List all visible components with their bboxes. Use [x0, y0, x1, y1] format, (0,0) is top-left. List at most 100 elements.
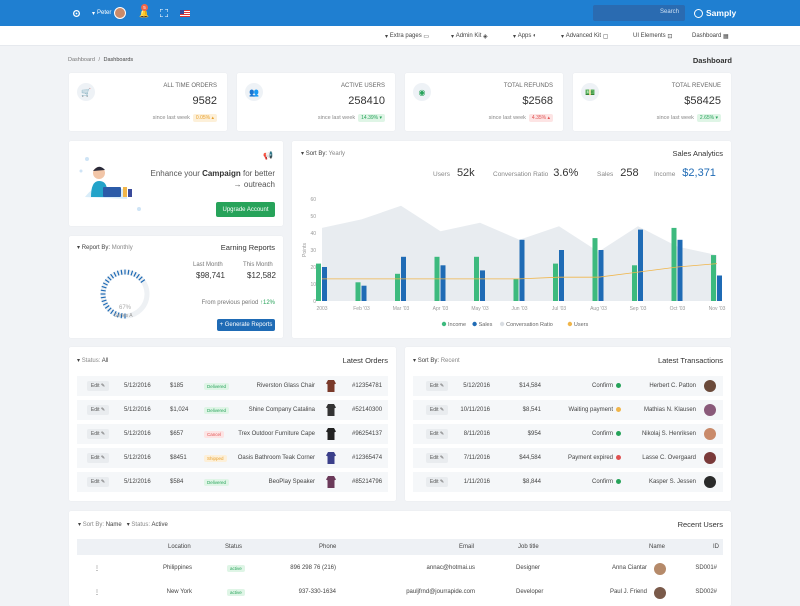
stat-badge: 2.65% ▾: [696, 114, 721, 122]
legend-label: Conversation Ratio: [506, 322, 553, 328]
bar: [677, 239, 683, 301]
order-id[interactable]: #85214796: [352, 479, 383, 485]
legend-dot-icon: [441, 321, 447, 327]
orders-status-filter[interactable]: ▾ Status: All: [77, 358, 109, 364]
user-id: SD002#: [695, 589, 717, 595]
user-job: Developer: [516, 589, 544, 595]
product-thumbnail-icon: [326, 428, 336, 440]
report-filter[interactable]: ▾ Report By: Monthly: [77, 245, 133, 251]
chevron-down-icon: ▾: [92, 10, 96, 17]
nav-apps[interactable]: ▾ Apps ◐: [513, 33, 537, 40]
order-id[interactable]: #96254137: [352, 431, 383, 437]
bar: [519, 239, 525, 301]
row-menu-icon[interactable]: ⋮: [94, 566, 100, 572]
stat-card: ◉ Total refunds $2568 since last week 4.…: [405, 73, 563, 131]
transaction-name: Mathias N. Klausen: [643, 407, 696, 413]
edit-button[interactable]: Edit ✎: [87, 477, 109, 487]
order-price: $657: [170, 431, 184, 437]
edit-icon: ✎: [439, 383, 445, 389]
edit-button[interactable]: Edit ✎: [87, 381, 109, 391]
user-email[interactable]: annac@hotmai.us: [426, 565, 475, 571]
x-tick-label: Mar '03: [393, 306, 410, 312]
order-id[interactable]: #52140300: [352, 407, 383, 413]
analytics-sort[interactable]: ▾ Sort By: Yearly: [301, 151, 346, 157]
avatar: [704, 404, 716, 416]
search-input[interactable]: Search: [593, 5, 685, 21]
bell-icon: 🔔: [139, 8, 149, 18]
order-date: 5/12/2016: [124, 455, 151, 461]
y-tick-label: 0: [313, 299, 316, 305]
edit-button[interactable]: Edit ✎: [87, 405, 109, 415]
edit-button[interactable]: Edit ✎: [87, 429, 109, 439]
bar: [671, 227, 677, 301]
avatar: [704, 476, 716, 488]
order-id[interactable]: #12365474: [352, 455, 383, 461]
nav-admin-kit[interactable]: ▾ Admin Kit ◈: [451, 33, 488, 40]
avatar: [704, 452, 716, 464]
order-price: $584: [170, 479, 184, 485]
user-name: Paul J. Friend: [609, 589, 647, 595]
nav-dashboard[interactable]: Dashboard ▦: [692, 33, 729, 40]
gauge-segment: [102, 302, 108, 306]
user-status: active: [227, 589, 245, 596]
fullscreen-icon[interactable]: [160, 0, 168, 26]
edit-button[interactable]: Edit ✎: [87, 453, 109, 463]
gauge-segment: [130, 270, 134, 276]
transaction-amount: $954: [527, 431, 541, 437]
y-axis-label: Points: [302, 243, 308, 257]
edit-button[interactable]: Edit ✎: [426, 381, 448, 391]
nav-advanced-kit[interactable]: ▾ Advanced Kit ▢: [561, 33, 609, 40]
kpi-sales: Sales 258: [597, 167, 639, 179]
stat-badge: 4.35% ▴: [528, 114, 553, 122]
nav-ui-elements[interactable]: UI Elements ⊡: [633, 33, 673, 40]
order-product: Riverston Glass Chair: [256, 383, 315, 389]
edit-button[interactable]: Edit ✎: [426, 405, 448, 415]
gauge-segment: [116, 312, 120, 318]
order-product: Shine Company Catalina: [248, 407, 315, 413]
language-flag-icon[interactable]: [180, 0, 190, 26]
edit-icon: ✎: [100, 455, 106, 461]
gauge-segment: [107, 307, 112, 312]
row-menu-icon[interactable]: ⋮: [94, 590, 100, 596]
user-id: SD001#: [695, 565, 717, 571]
gauge-segment: [113, 311, 117, 317]
order-id[interactable]: #12354781: [352, 383, 383, 389]
stat-card: 💵 Total revenue $58425 since last week 2…: [573, 73, 731, 131]
table-row: Edit ✎ 5/12/2016 $584 Delivered BeoPlay …: [77, 472, 388, 492]
legend-dot-icon: [472, 321, 477, 327]
stat-value: $58425: [684, 95, 721, 107]
order-status: Shipped: [204, 455, 227, 462]
order-status: Delivered: [204, 383, 230, 390]
y-tick-label: 10: [310, 282, 316, 288]
generate-reports-button[interactable]: + Generate Reports: [217, 319, 275, 331]
settings-icon[interactable]: [72, 0, 81, 26]
page-title: Dashboard: [692, 56, 732, 65]
transactions-sort[interactable]: ▾ Sort By: Recent: [413, 358, 460, 364]
transaction-status: Confirm: [592, 431, 621, 437]
user-menu[interactable]: ▾ Peter: [92, 0, 127, 26]
nav-extra-pages[interactable]: ▾ Extra pages ▭: [385, 33, 430, 40]
bar: [316, 263, 321, 301]
stat-footer: since last week 0.05% ▴: [153, 114, 217, 122]
gauge-segment: [140, 279, 146, 284]
bar: [480, 270, 485, 301]
breadcrumb-root[interactable]: Dashboard: [68, 57, 95, 63]
gauge-segment: [133, 271, 137, 277]
upgrade-account-button[interactable]: Upgrade Account: [216, 202, 275, 217]
edit-button[interactable]: Edit ✎: [426, 477, 448, 487]
product-thumbnail-icon: [326, 476, 336, 488]
order-date: 5/12/2016: [124, 383, 151, 389]
edit-button[interactable]: Edit ✎: [426, 429, 448, 439]
stat-label: Total refunds: [503, 83, 553, 89]
bar: [717, 275, 722, 301]
order-product: Oasis Bathroom Teak Corner: [237, 455, 315, 461]
users-sort[interactable]: ▾ Sort By: Name ▾ Status: Active: [78, 522, 168, 528]
edit-icon: ✎: [439, 407, 445, 413]
edit-button[interactable]: Edit ✎: [426, 453, 448, 463]
user-email[interactable]: pauljfrnd@jourrapide.com: [406, 589, 475, 595]
brand-logo[interactable]: Samply: [694, 0, 736, 26]
bar: [553, 263, 558, 301]
notifications-button[interactable]: 🔔 5: [139, 0, 149, 26]
table-row: ⋮ Philippines active 896 298 76 (216) an…: [77, 559, 723, 579]
gauge-segment: [101, 285, 107, 289]
